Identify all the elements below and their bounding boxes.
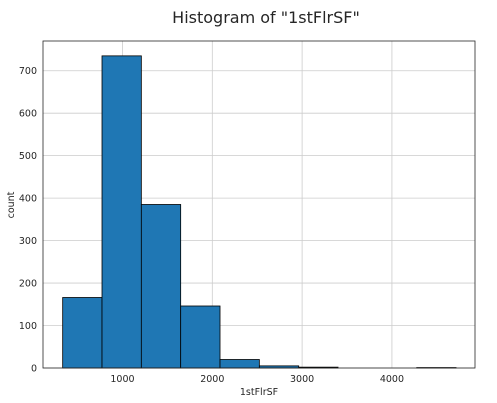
histogram-bar: [219, 359, 260, 369]
chart-title: Histogram of "1stFlrSF": [172, 8, 360, 27]
histogram-bar: [101, 55, 142, 369]
y-tick-label: 500: [19, 151, 37, 162]
y-tick-label: 100: [19, 321, 37, 332]
y-axis-ticks: 0 100 200 300 400 500 600 700: [19, 66, 37, 374]
histogram-bar: [180, 305, 221, 369]
histogram-bar: [140, 204, 182, 369]
x-tick-label: 2000: [200, 374, 224, 385]
histogram-bar: [62, 297, 103, 369]
y-tick-label: 0: [31, 364, 37, 375]
plot-frame: [42, 40, 476, 369]
y-tick-label: 200: [19, 279, 37, 290]
histogram-bars: [62, 55, 457, 369]
y-tick-label: 600: [19, 109, 37, 120]
x-tick-label: 3000: [290, 374, 314, 385]
y-tick-label: 400: [19, 194, 37, 205]
y-tick-label: 700: [19, 66, 37, 77]
y-axis-label: count: [6, 191, 17, 218]
x-tick-label: 4000: [380, 374, 404, 385]
x-axis-ticks: 1000 2000 3000 4000: [110, 374, 404, 385]
x-axis-label: 1stFlrSF: [240, 387, 278, 398]
x-tick-label: 1000: [110, 374, 134, 385]
y-tick-label: 300: [19, 236, 37, 247]
